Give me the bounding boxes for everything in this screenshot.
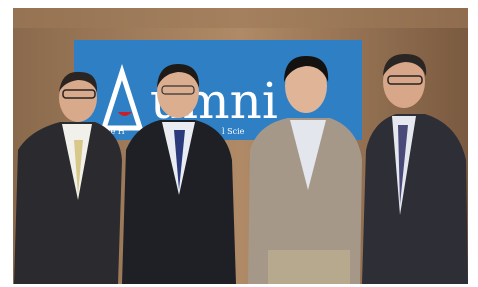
banner-subtitle: l Scie: [222, 127, 245, 136]
page: A umni The H l Scie (() => { con: [0, 0, 478, 287]
wall-panel: [13, 8, 468, 28]
photo: A umni The H l Scie: [0, 0, 478, 287]
